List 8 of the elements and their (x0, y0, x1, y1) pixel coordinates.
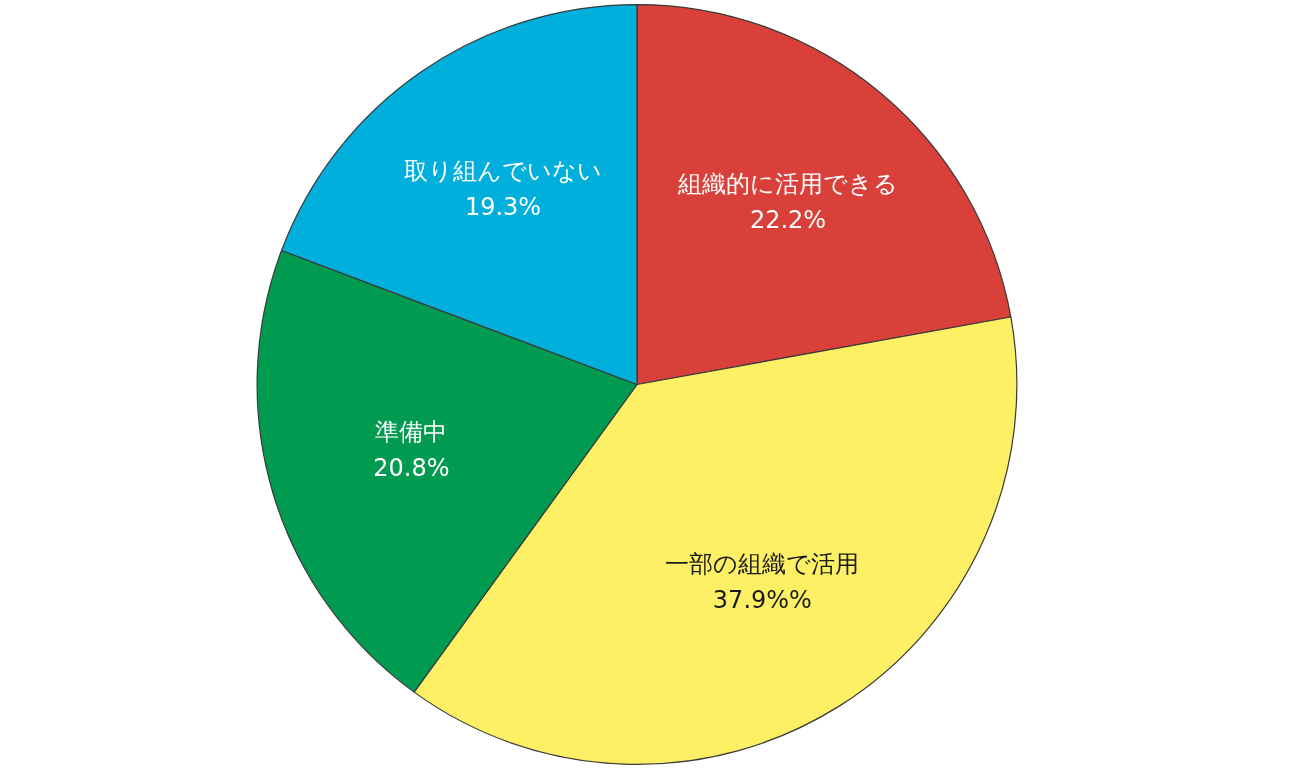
slice-label: 一部の組織で活用 (665, 550, 860, 579)
slice-label: 取り組んでいない (404, 157, 603, 186)
data-label: 20.8% (373, 454, 450, 483)
data-label: 37.9%% (712, 586, 812, 615)
slice-label: 準備中 (375, 418, 448, 447)
slice-label: 組織的に活用できる (677, 169, 899, 198)
data-label: 22.2% (749, 205, 827, 234)
data-label: 19.3% (464, 193, 542, 222)
